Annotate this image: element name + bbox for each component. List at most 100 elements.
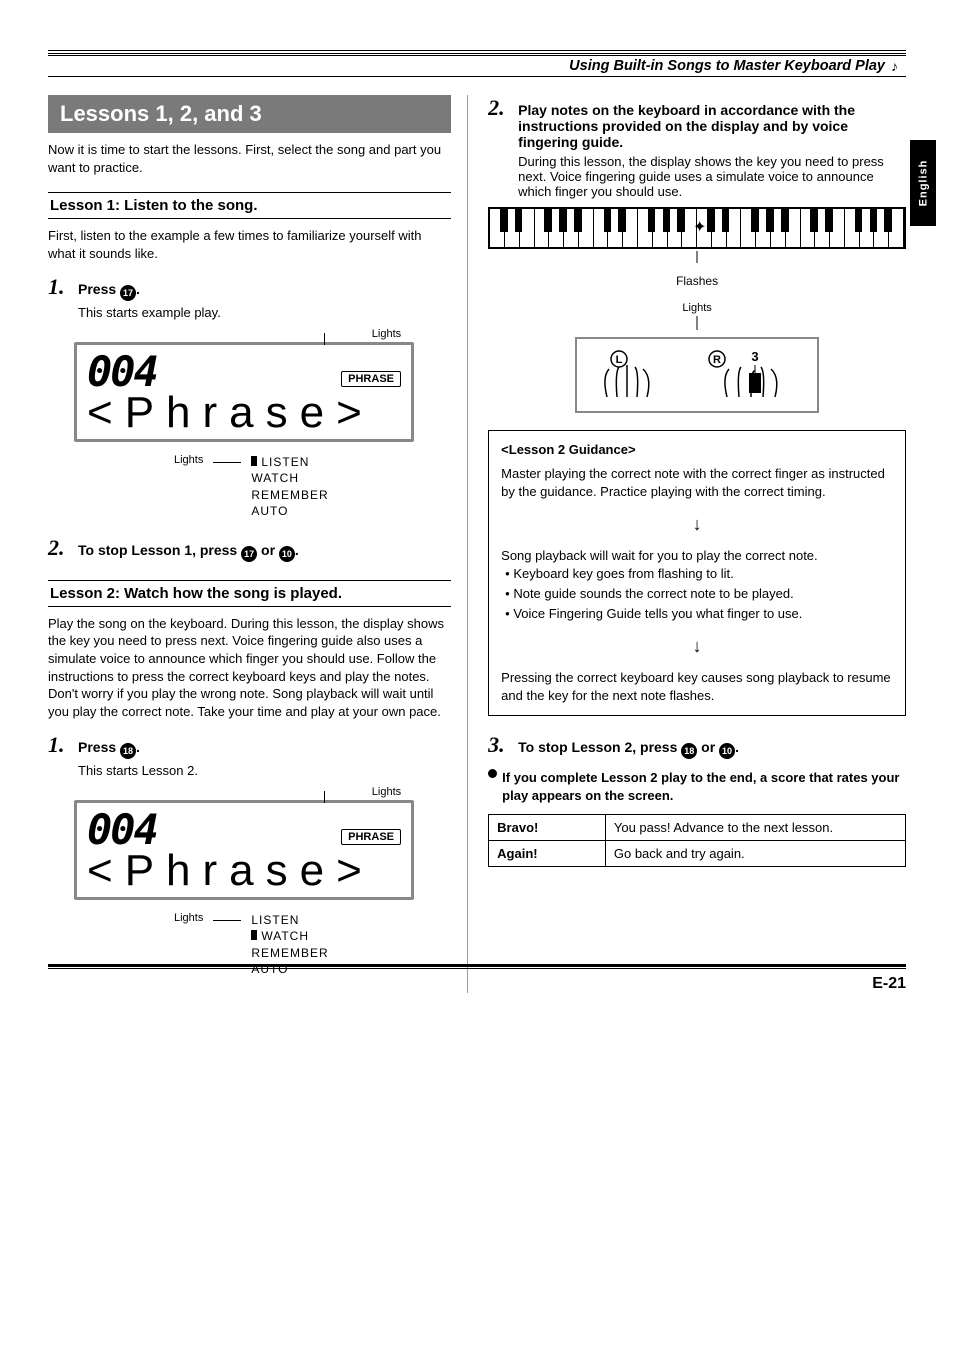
section-title: Lessons 1, 2, and 3 [48,95,451,133]
mode-item: LISTEN [251,912,328,928]
bullet-icon [488,769,497,778]
music-note-icon: ♪ [891,58,898,74]
segment-display: 004 [87,809,157,851]
lights-label: Lights [488,302,906,314]
button-ref-icon: 17 [120,285,136,301]
left-column: Lessons 1, 2, and 3 Now it is time to st… [48,95,468,993]
lcd-box: 004 PHRASE <Phrase> [74,342,414,442]
pointer-line [488,251,906,270]
mode-item: REMEMBER [251,487,328,503]
table-cell: Go back and try again. [605,841,905,867]
cursor-icon [251,930,257,940]
step: 2. Play notes on the keyboard in accorda… [488,95,906,150]
guidance-p2: Song playback will wait for you to play … [501,547,893,565]
step-sub: This starts example play. [78,305,451,320]
step-number: 1. [48,732,72,758]
language-tab-label: English [917,160,929,207]
lcd-text: <Phrase> [87,849,401,893]
table-cell: Bravo! [489,815,606,841]
table-cell: Again! [489,841,606,867]
lesson1-para: First, listen to the example a few times… [48,227,451,262]
arrow-line [213,462,241,463]
pointer-line [324,791,325,803]
lesson1-heading: Lesson 1: Listen to the song. [48,192,451,219]
lcd-text: <Phrase> [87,391,401,435]
button-ref-icon: 17 [241,546,257,562]
phrase-indicator: PHRASE [341,371,401,387]
lesson2-para: Play the song on the keyboard. During th… [48,615,451,720]
rule [48,50,906,51]
step-number: 2. [48,535,72,561]
list-item: • Keyboard key goes from flashing to lit… [505,565,893,583]
lcd-box: 004 PHRASE <Phrase> [74,800,414,900]
flash-spark-icon: ✦ [693,217,706,237]
guidance-p1: Master playing the correct note with the… [501,465,893,501]
step-sub: This starts Lesson 2. [78,763,451,778]
step: 1. Press 17. [48,274,451,301]
lights-label: Lights [74,328,451,340]
table-cell: You pass! Advance to the next lesson. [605,815,905,841]
header-row: Using Built-in Songs to Master Keyboard … [48,55,906,77]
lights-label: Lights [174,912,203,924]
step-text: To stop Lesson 1, press 17 or 10. [78,542,451,562]
mode-item: AUTO [251,503,328,519]
step: 3. To stop Lesson 2, press 18 or 10. [488,732,906,759]
button-ref-icon: 10 [719,743,735,759]
guidance-p3: Pressing the correct keyboard key causes… [501,669,893,705]
lcd-display-1: Lights 004 PHRASE <Phrase> Lights LISTEN… [74,328,451,519]
flashes-label: Flashes [488,274,906,288]
step: 1. Press 18. [48,732,451,759]
hands-icon: L R 3 [597,347,797,403]
list-item: • Voice Fingering Guide tells you what f… [505,605,893,623]
lcd-top-row: 004 PHRASE [87,351,401,393]
step-text: Play notes on the keyboard in accordance… [518,102,906,150]
mode-item: REMEMBER [251,945,328,961]
rule [48,53,906,54]
mode-list: LISTEN WATCH REMEMBER AUTO [251,454,328,519]
button-ref-icon: 10 [279,546,295,562]
right-column: 2. Play notes on the keyboard in accorda… [486,95,906,993]
intro-text: Now it is time to start the lessons. Fir… [48,141,451,176]
page-number: E-21 [48,975,906,993]
keyboard-diagram: ✦ Flashes [488,207,906,288]
button-ref-icon: 18 [681,743,697,759]
lcd-display-2: Lights 004 PHRASE <Phrase> Lights LISTEN… [74,786,451,977]
list-item: • Note guide sounds the correct note to … [505,585,893,603]
step-text: To stop Lesson 2, press 18 or 10. [518,739,906,759]
guidance-box: <Lesson 2 Guidance> Master playing the c… [488,430,906,716]
hands-diagram: Lights L R 3 [488,302,906,418]
hands-box: L R 3 [575,337,819,413]
score-note: If you complete Lesson 2 play to the end… [488,769,906,804]
phrase-indicator: PHRASE [341,829,401,845]
lights-label: Lights [174,454,203,466]
score-table: Bravo! You pass! Advance to the next les… [488,814,906,867]
guidance-list: • Keyboard key goes from flashing to lit… [505,565,893,624]
svg-text:R: R [713,354,721,366]
step-text: Press 18. [78,739,451,759]
table-row: Again! Go back and try again. [489,841,906,867]
cursor-icon [251,456,257,466]
segment-display: 004 [87,351,157,393]
keyboard-icon: ✦ [488,207,906,249]
language-tab: English [910,140,936,226]
step-number: 3. [488,732,512,758]
step-number: 1. [48,274,72,300]
button-ref-icon: 18 [120,743,136,759]
mode-item: WATCH [251,470,328,486]
page: Using Built-in Songs to Master Keyboard … [0,0,954,1033]
table-row: Bravo! You pass! Advance to the next les… [489,815,906,841]
lights-label: Lights [74,786,451,798]
pointer-line [324,333,325,345]
step-sub: During this lesson, the display shows th… [518,154,906,199]
mode-item: LISTEN [251,454,328,470]
rule [48,968,906,969]
step-text: Press 17. [78,281,451,301]
columns: Lessons 1, 2, and 3 Now it is time to st… [48,95,906,993]
svg-text:3: 3 [751,349,758,364]
rule [48,964,906,967]
mode-block: Lights LISTEN WATCH REMEMBER AUTO [174,454,451,519]
step-number: 2. [488,95,512,121]
lcd-top-row: 004 PHRASE [87,809,401,851]
arrow-line [213,920,241,921]
header-title: Using Built-in Songs to Master Keyboard … [569,58,885,74]
